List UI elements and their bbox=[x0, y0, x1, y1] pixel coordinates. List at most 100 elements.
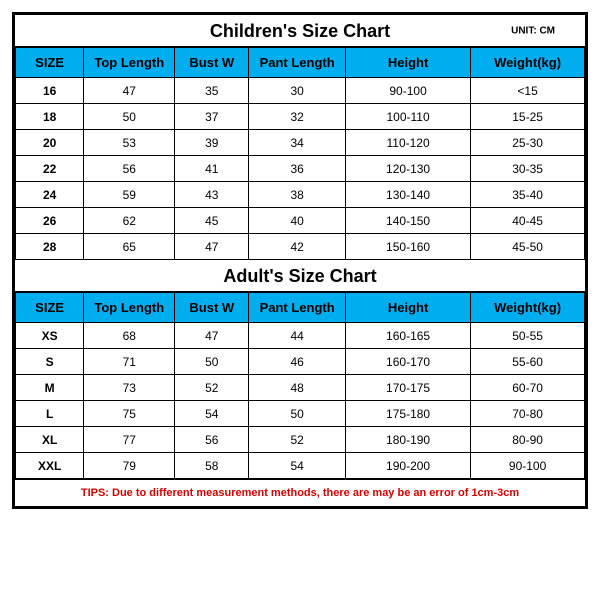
table-cell: 36 bbox=[249, 156, 346, 182]
table-cell: 58 bbox=[175, 453, 249, 479]
table-cell: 22 bbox=[16, 156, 84, 182]
table-cell: 20 bbox=[16, 130, 84, 156]
table-cell: 50-55 bbox=[471, 323, 585, 349]
table-cell: 26 bbox=[16, 208, 84, 234]
table-cell: XS bbox=[16, 323, 84, 349]
col-header: SIZE bbox=[16, 48, 84, 78]
table-cell: 100-110 bbox=[345, 104, 470, 130]
table-cell: 48 bbox=[249, 375, 346, 401]
table-cell: 50 bbox=[249, 401, 346, 427]
table-cell: L bbox=[16, 401, 84, 427]
table-cell: 130-140 bbox=[345, 182, 470, 208]
table-cell: 54 bbox=[175, 401, 249, 427]
col-header: Bust W bbox=[175, 293, 249, 323]
col-header: Pant Length bbox=[249, 293, 346, 323]
table-cell: 47 bbox=[175, 323, 249, 349]
adult-header-row: SIZE Top Length Bust W Pant Length Heigh… bbox=[16, 293, 585, 323]
table-cell: 54 bbox=[249, 453, 346, 479]
children-header-row: SIZE Top Length Bust W Pant Length Heigh… bbox=[16, 48, 585, 78]
col-header: Top Length bbox=[84, 48, 175, 78]
table-cell: 55-60 bbox=[471, 349, 585, 375]
table-cell: 32 bbox=[249, 104, 346, 130]
table-row: 28654742150-16045-50 bbox=[16, 234, 585, 260]
table-cell: 71 bbox=[84, 349, 175, 375]
tips-text: TIPS: Due to different measurement metho… bbox=[15, 479, 585, 506]
children-table: SIZE Top Length Bust W Pant Length Heigh… bbox=[15, 47, 585, 260]
table-row: XXL795854190-20090-100 bbox=[16, 453, 585, 479]
children-title: Children's Size Chart bbox=[210, 21, 390, 41]
table-cell: 50 bbox=[175, 349, 249, 375]
table-cell: 170-175 bbox=[345, 375, 470, 401]
table-cell: 37 bbox=[175, 104, 249, 130]
table-cell: 47 bbox=[175, 234, 249, 260]
table-cell: 80-90 bbox=[471, 427, 585, 453]
table-cell: 45-50 bbox=[471, 234, 585, 260]
table-cell: 25-30 bbox=[471, 130, 585, 156]
table-cell: 160-165 bbox=[345, 323, 470, 349]
table-cell: XL bbox=[16, 427, 84, 453]
table-cell: 65 bbox=[84, 234, 175, 260]
table-cell: 56 bbox=[84, 156, 175, 182]
table-row: 22564136120-13030-35 bbox=[16, 156, 585, 182]
table-cell: 42 bbox=[249, 234, 346, 260]
table-cell: 79 bbox=[84, 453, 175, 479]
table-cell: 46 bbox=[249, 349, 346, 375]
table-cell: 90-100 bbox=[471, 453, 585, 479]
table-row: 20533934110-12025-30 bbox=[16, 130, 585, 156]
col-header: Pant Length bbox=[249, 48, 346, 78]
table-cell: 70-80 bbox=[471, 401, 585, 427]
table-cell: 68 bbox=[84, 323, 175, 349]
table-cell: 38 bbox=[249, 182, 346, 208]
table-cell: 180-190 bbox=[345, 427, 470, 453]
table-cell: 52 bbox=[249, 427, 346, 453]
col-header: Weight(kg) bbox=[471, 48, 585, 78]
table-cell: 41 bbox=[175, 156, 249, 182]
table-cell: 52 bbox=[175, 375, 249, 401]
table-cell: 60-70 bbox=[471, 375, 585, 401]
table-row: 24594338130-14035-40 bbox=[16, 182, 585, 208]
col-header: Bust W bbox=[175, 48, 249, 78]
table-cell: 47 bbox=[84, 78, 175, 104]
table-cell: 175-180 bbox=[345, 401, 470, 427]
table-cell: 24 bbox=[16, 182, 84, 208]
table-cell: 43 bbox=[175, 182, 249, 208]
col-header: Weight(kg) bbox=[471, 293, 585, 323]
table-cell: M bbox=[16, 375, 84, 401]
col-header: Height bbox=[345, 48, 470, 78]
table-cell: 44 bbox=[249, 323, 346, 349]
table-cell: S bbox=[16, 349, 84, 375]
table-row: 18503732100-11015-25 bbox=[16, 104, 585, 130]
table-row: XL775652180-19080-90 bbox=[16, 427, 585, 453]
table-row: 26624540140-15040-45 bbox=[16, 208, 585, 234]
table-cell: 73 bbox=[84, 375, 175, 401]
table-cell: 59 bbox=[84, 182, 175, 208]
table-row: S715046160-17055-60 bbox=[16, 349, 585, 375]
table-cell: 40-45 bbox=[471, 208, 585, 234]
table-cell: <15 bbox=[471, 78, 585, 104]
table-row: M735248170-17560-70 bbox=[16, 375, 585, 401]
col-header: Top Length bbox=[84, 293, 175, 323]
children-title-row: Children's Size Chart UNIT: CM bbox=[15, 15, 585, 47]
table-cell: 35-40 bbox=[471, 182, 585, 208]
adult-table: SIZE Top Length Bust W Pant Length Heigh… bbox=[15, 292, 585, 479]
unit-label: UNIT: CM bbox=[511, 25, 555, 36]
table-cell: 62 bbox=[84, 208, 175, 234]
table-cell: 160-170 bbox=[345, 349, 470, 375]
col-header: SIZE bbox=[16, 293, 84, 323]
col-header: Height bbox=[345, 293, 470, 323]
table-cell: 18 bbox=[16, 104, 84, 130]
table-cell: 40 bbox=[249, 208, 346, 234]
table-cell: 110-120 bbox=[345, 130, 470, 156]
table-cell: 30-35 bbox=[471, 156, 585, 182]
table-cell: 75 bbox=[84, 401, 175, 427]
adult-title: Adult's Size Chart bbox=[223, 266, 376, 286]
table-cell: 28 bbox=[16, 234, 84, 260]
table-row: L755450175-18070-80 bbox=[16, 401, 585, 427]
table-row: 1647353090-100<15 bbox=[16, 78, 585, 104]
table-cell: XXL bbox=[16, 453, 84, 479]
table-cell: 15-25 bbox=[471, 104, 585, 130]
table-cell: 120-130 bbox=[345, 156, 470, 182]
table-cell: 140-150 bbox=[345, 208, 470, 234]
table-cell: 77 bbox=[84, 427, 175, 453]
table-cell: 190-200 bbox=[345, 453, 470, 479]
